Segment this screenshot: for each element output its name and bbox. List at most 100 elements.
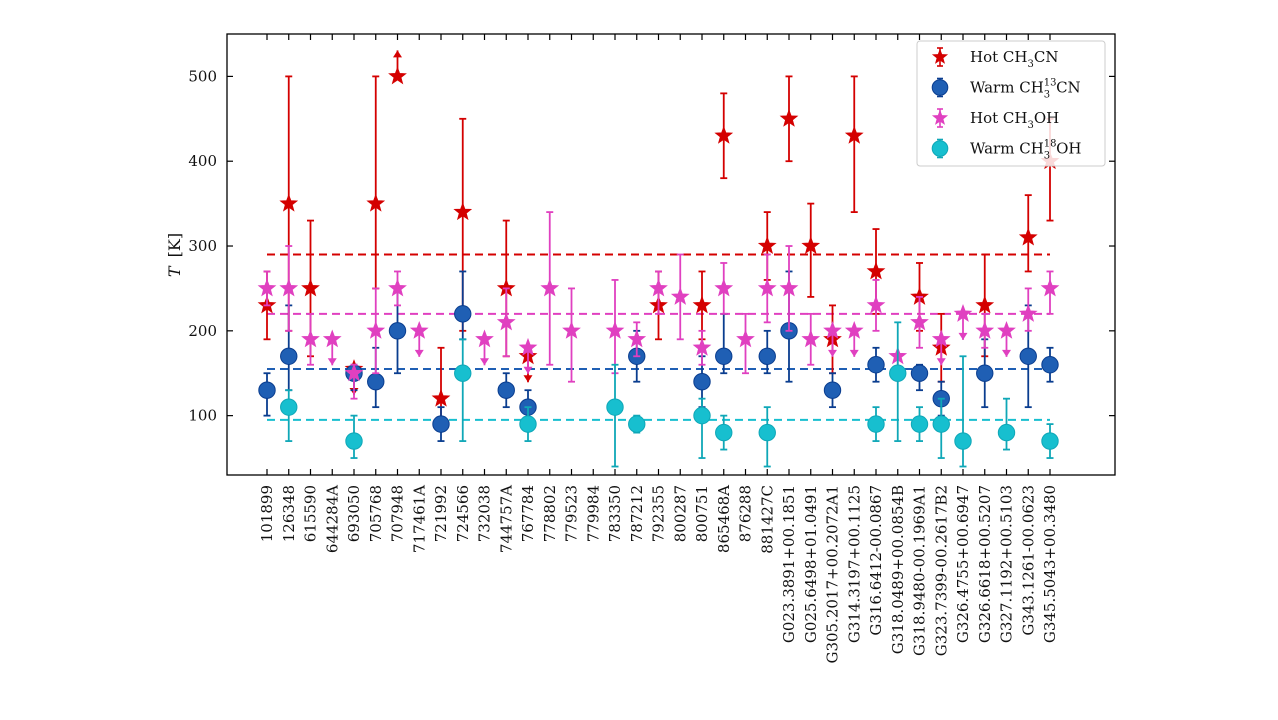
y-axis-label-unit: [K] [165,233,184,257]
data-point-circle [258,381,276,399]
data-point-star [279,278,299,297]
x-tick-label: 744757A [497,485,515,553]
x-tick-label: 876288 [737,485,755,542]
x-tick-label: 693050 [345,485,363,542]
legend-label-subscript: 3 [1027,120,1033,131]
data-point-circle [758,423,776,442]
y-tick-label: 400 [188,152,217,170]
data-point-star [453,202,473,221]
legend-circle-icon [931,79,949,96]
data-point-star [1018,227,1038,246]
legend-label-text: OH [1056,140,1081,158]
data-point-star [910,312,929,331]
legend-label-superscript: 18 [1044,139,1057,150]
data-point-star [757,278,777,297]
legend-label-warm_ch3_13cn: Warm CH13 3 CN [970,78,1081,101]
data-point-star [823,320,842,339]
data-point-star [692,295,712,314]
x-tick-label: 881427C [758,485,776,554]
data-point-star [388,66,407,85]
data-point-star [388,278,407,297]
x-tick-label: 779523 [563,485,581,542]
data-point-circle [823,381,842,399]
x-tick-label: 778802 [541,485,559,542]
data-point-circle [1019,347,1037,365]
data-point-star [518,337,538,356]
data-point-star [736,329,755,348]
data-point-star [866,295,886,314]
legend-label-subscript: 3 [1044,151,1050,162]
y-tick-label: 200 [188,322,217,340]
limit-arrow-head [327,358,337,366]
legend-label-warm_ch3_18oh: Warm CH18 3 OH [970,139,1081,162]
x-tick-label: 787212 [628,485,646,542]
data-point-star [409,320,429,339]
series-warm_ch3_18oh [280,321,1059,468]
x-tick-label: 865468A [715,485,733,553]
x-tick-label: 724566 [454,485,472,542]
y-tick-label: 500 [188,67,217,85]
data-point-circle [932,415,950,433]
data-point-star [714,278,734,297]
legend-star-icon [931,109,949,125]
data-point-star [779,278,799,297]
data-point-star [844,125,864,144]
x-tick-label: 800287 [671,485,689,542]
data-point-star [779,108,799,127]
data-point-circle [367,373,385,391]
series-hot_ch3oh [257,211,1060,400]
legend-label-hot_ch3cn: Hot CH3CN [970,48,1058,70]
x-tick-label: 615590 [302,485,320,542]
legend-label-text: CN [1034,48,1059,66]
data-point-star [714,125,734,144]
y-tick-label: 100 [188,407,217,425]
data-point-circle [497,381,515,399]
legend-label-text: CN [1056,79,1081,97]
data-point-star [801,329,821,348]
data-point-star [931,329,951,348]
legend-label-subscript: 3 [1044,90,1050,101]
data-point-star [649,278,668,297]
x-tick-label: 126348 [280,485,298,542]
legend-label-text: Warm CH [970,140,1044,158]
limit-arrow-head [414,349,424,357]
x-tick-label: 779984 [584,485,602,542]
legend-label-text: Hot CH [970,109,1027,127]
data-point-circle [280,398,298,416]
data-point-circle [889,364,907,382]
legend-label-hot_ch3oh: Hot CH3OH [970,109,1059,131]
data-point-circle [976,364,994,382]
limit-arrow-head [480,358,489,366]
data-point-star [322,329,342,348]
plot-frame [226,33,1116,476]
x-tick-label: G318.0489+00.0854B [889,485,907,654]
data-point-star [344,363,364,382]
x-tick-label: 792355 [650,485,668,542]
data-point-circle [606,398,624,416]
data-point-circle [519,415,537,433]
legend-star-icon [931,48,949,64]
legend-label-subscript: 3 [1027,59,1033,70]
legend-label-text: OH [1034,109,1059,127]
limit-arrow-head [523,375,533,383]
data-point-star [366,320,386,339]
x-tick-label: 721992 [432,485,450,542]
data-point-circle [628,415,646,433]
x-tick-label: G305.2017+00.2072A1 [824,485,842,664]
data-point-star [866,261,886,280]
legend-label-text: Warm CH [970,79,1044,97]
x-tick-label: 705768 [367,485,385,542]
data-point-star [279,193,299,212]
data-point-star [1018,304,1038,322]
legend-label-text: Hot CH [970,48,1027,66]
x-axis: 101899 126348 615590 644284A 693050 705768 707… [258,34,1059,664]
data-point-circle [910,364,929,382]
x-tick-label: G326.6618+00.5207 [976,485,994,643]
limit-arrow-head [393,50,402,58]
x-tick-label: G316.6412-00.0867 [867,485,885,636]
data-point-circle [345,432,363,450]
data-point-circle [388,322,407,340]
data-point-star [475,329,494,348]
limit-arrow-head [523,366,533,374]
